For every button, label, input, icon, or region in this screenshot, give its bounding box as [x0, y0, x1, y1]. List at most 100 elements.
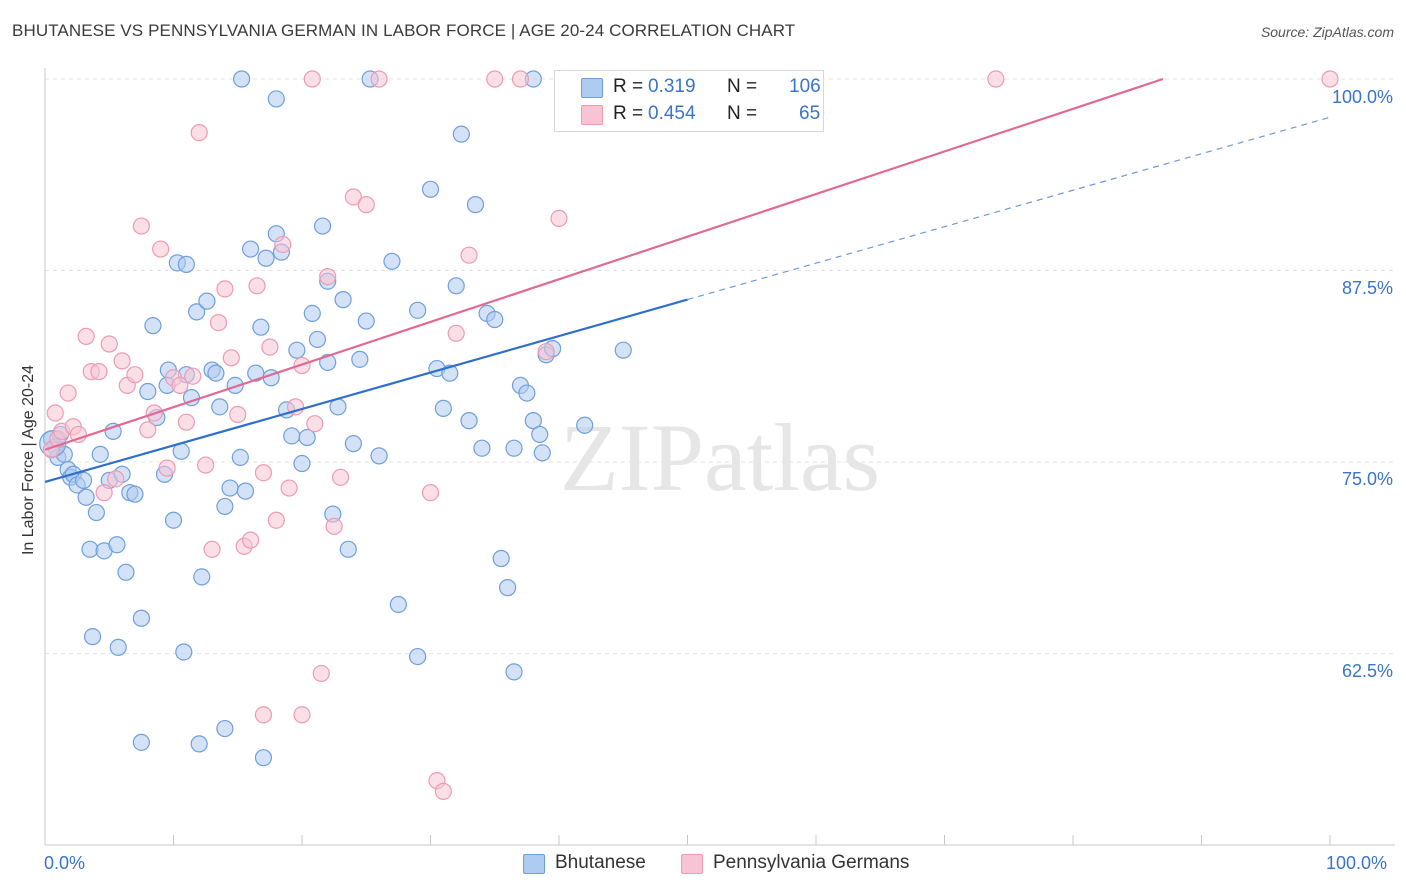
data-point	[247, 364, 265, 382]
trend-line-bhutanese-extension	[687, 116, 1331, 301]
data-point	[117, 563, 135, 581]
data-point	[409, 647, 427, 666]
data-point	[107, 470, 125, 488]
data-point	[283, 427, 301, 445]
data-point	[100, 335, 118, 353]
legend-n-value: 106	[789, 76, 821, 97]
data-point	[261, 338, 279, 356]
data-point	[74, 471, 93, 489]
data-point	[193, 568, 211, 586]
data-point	[505, 663, 523, 681]
data-point	[370, 70, 388, 88]
data-point	[313, 217, 332, 235]
data-point	[197, 456, 215, 474]
data-point	[389, 595, 407, 614]
data-point	[344, 435, 362, 453]
data-point	[308, 330, 327, 349]
data-point	[222, 349, 240, 367]
data-point	[518, 384, 536, 402]
data-point	[298, 428, 316, 447]
data-point	[447, 324, 465, 342]
data-point	[339, 540, 357, 558]
data-point	[177, 255, 195, 273]
data-point	[198, 292, 216, 310]
data-point	[524, 412, 542, 430]
data-point	[226, 376, 244, 394]
data-point	[236, 482, 255, 500]
data-point	[492, 549, 510, 568]
data-point	[242, 531, 260, 549]
data-point	[221, 479, 239, 497]
data-point	[274, 235, 292, 254]
x-tick-label-min: 0.0%	[44, 853, 86, 873]
data-point	[254, 464, 273, 482]
legend-n-value: 65	[799, 103, 821, 124]
data-point	[505, 439, 523, 457]
data-point	[486, 310, 504, 329]
data-point	[288, 341, 306, 359]
data-point	[132, 609, 150, 627]
legend-correlation: R = 0.319 N = 106 R = 0.454 N = 65	[554, 70, 824, 132]
gridlines	[45, 78, 1395, 654]
y-tick-label-75: 75.0%	[1341, 469, 1393, 489]
data-point	[209, 313, 228, 332]
data-point	[267, 511, 285, 529]
data-point	[216, 280, 234, 298]
data-point	[144, 317, 162, 335]
data-point	[499, 579, 517, 597]
data-point	[132, 217, 150, 235]
legend-row-pennsylvania-germans: R = 0.454 N = 65	[581, 102, 821, 126]
data-point	[357, 196, 375, 214]
data-point	[303, 304, 321, 322]
data-point	[486, 70, 504, 88]
data-point	[242, 240, 260, 258]
data-point	[188, 303, 206, 321]
series-bhutanese-points	[39, 70, 632, 767]
data-point	[87, 503, 106, 522]
data-point	[466, 196, 485, 214]
data-point	[229, 405, 247, 424]
legend-n-label: N =	[727, 76, 758, 97]
data-point	[132, 733, 150, 751]
legend-swatch-bhutanese	[523, 854, 545, 874]
data-point	[434, 399, 452, 417]
data-point	[533, 444, 551, 462]
data-point	[447, 277, 465, 295]
data-point	[303, 70, 321, 88]
trend-lines	[44, 77, 1331, 483]
data-point	[537, 343, 555, 361]
y-tick-label-87-5: 87.5%	[1341, 278, 1393, 298]
data-point	[325, 517, 343, 535]
data-point	[216, 497, 234, 516]
legend-r-label: R =	[613, 103, 644, 124]
y-tick-label-62-5: 62.5%	[1341, 661, 1393, 681]
data-point	[77, 488, 95, 506]
data-point	[357, 312, 375, 330]
legend-swatch-blue	[581, 78, 603, 98]
data-point	[254, 706, 273, 724]
data-point	[293, 706, 311, 724]
data-point	[987, 70, 1005, 88]
legend-swatch-pink	[581, 105, 603, 125]
data-point	[267, 90, 285, 108]
data-point	[280, 479, 298, 497]
data-point	[139, 382, 157, 401]
data-point	[257, 249, 275, 267]
data-point	[81, 540, 99, 558]
data-point	[164, 511, 183, 529]
series-pennsylvania-germans-points	[42, 70, 1339, 800]
data-point	[184, 367, 202, 385]
data-point	[46, 404, 64, 422]
data-point	[409, 301, 427, 319]
data-point	[126, 366, 144, 384]
trend-line-pennsylvania-germans	[44, 77, 1164, 451]
legend-label-pennsylvania-germans: Pennsylvania Germans	[713, 852, 910, 873]
data-point	[90, 363, 108, 381]
data-point	[254, 749, 273, 767]
watermark: ZIPatlas	[560, 404, 880, 511]
data-point	[231, 448, 249, 467]
legend-r-label: R =	[613, 76, 644, 97]
data-point	[576, 416, 594, 434]
data-point	[77, 327, 95, 345]
